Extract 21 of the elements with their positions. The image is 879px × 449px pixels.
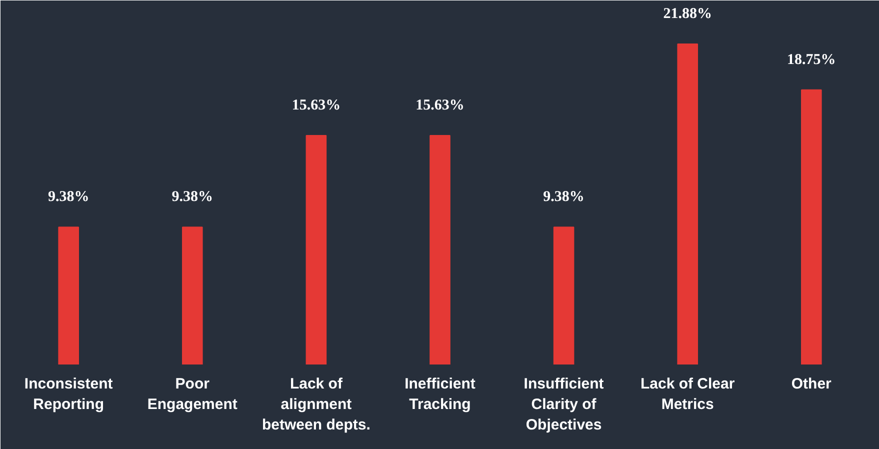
data-label: 9.38% xyxy=(172,189,214,206)
x-tick-label: Lack of Clear Metrics xyxy=(640,376,735,413)
bar xyxy=(58,226,79,364)
data-label: 9.38% xyxy=(543,189,584,206)
data-label: 15.63% xyxy=(292,98,341,114)
x-tick-label: Insufficient Clarity of Objectives xyxy=(524,376,604,434)
bar xyxy=(430,135,450,364)
bar xyxy=(553,226,574,364)
bar xyxy=(306,135,327,364)
x-tick-label: Other xyxy=(791,376,832,392)
x-tick-label: Inefficient Tracking xyxy=(404,376,476,413)
bar xyxy=(801,89,822,364)
bar xyxy=(182,226,203,364)
data-label: 21.88% xyxy=(663,6,712,22)
x-tick-label: Lack of alignment between depts. xyxy=(262,376,370,434)
data-label: 15.63% xyxy=(416,98,464,114)
data-label: 9.38% xyxy=(48,189,90,206)
bar xyxy=(677,43,698,364)
x-tick-label: Poor Engagement xyxy=(147,376,238,413)
data-label: 18.75% xyxy=(787,52,836,68)
x-tick-label: Inconsistent Reporting xyxy=(24,376,113,413)
